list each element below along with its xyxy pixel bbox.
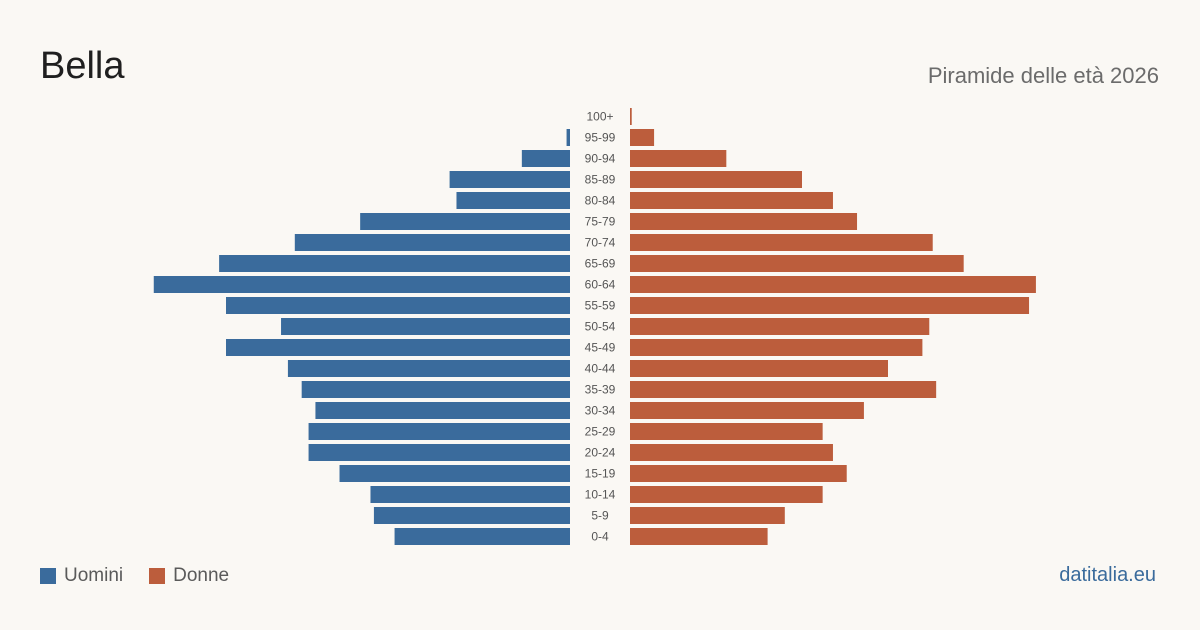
bar-women-45-49 (630, 339, 923, 356)
bar-men-55-59 (226, 297, 570, 314)
bar-women-65-69 (630, 255, 964, 272)
bar-women-0-4 (630, 528, 768, 545)
bar-women-25-29 (630, 423, 823, 440)
age-label-85-89: 85-89 (585, 173, 616, 187)
bar-men-40-44 (287, 360, 570, 377)
legend-label-men: Uomini (64, 565, 124, 586)
bar-men-25-29 (308, 423, 570, 440)
age-label-45-49: 45-49 (585, 341, 616, 355)
bar-women-85-89 (630, 171, 802, 188)
bar-men-15-19 (339, 465, 570, 482)
brand-link[interactable]: datitalia.eu (1059, 564, 1156, 586)
bar-women-75-79 (630, 213, 858, 230)
age-label-5-9: 5-9 (591, 509, 609, 523)
bar-men-85-89 (449, 171, 570, 188)
bar-men-95-99 (566, 129, 570, 146)
legend-item-women: Donne (149, 565, 229, 587)
bar-women-35-39 (630, 381, 937, 398)
bar-men-65-69 (219, 255, 570, 272)
bar-women-80-84 (630, 192, 833, 209)
age-label-35-39: 35-39 (585, 383, 616, 397)
bar-men-90-94 (521, 150, 570, 167)
chart-title: Bella (40, 45, 125, 87)
bar-men-45-49 (226, 339, 570, 356)
bar-men-35-39 (301, 381, 570, 398)
age-label-25-29: 25-29 (585, 425, 616, 439)
bar-women-70-74 (630, 234, 933, 251)
bar-women-60-64 (630, 276, 1036, 293)
legend: Uomini Donne (40, 565, 255, 587)
bar-men-5-9 (373, 507, 570, 524)
bar-men-70-74 (294, 234, 570, 251)
bar-women-10-14 (630, 486, 823, 503)
bar-women-5-9 (630, 507, 785, 524)
age-label-80-84: 80-84 (585, 194, 616, 208)
bar-women-40-44 (630, 360, 888, 377)
bar-men-20-24 (308, 444, 570, 461)
age-label-90-94: 90-94 (585, 152, 616, 166)
age-label-75-79: 75-79 (585, 215, 616, 229)
age-label-50-54: 50-54 (585, 320, 616, 334)
age-label-65-69: 65-69 (585, 257, 616, 271)
age-label-100+: 100+ (586, 110, 613, 124)
bar-men-50-54 (281, 318, 570, 335)
bar-women-20-24 (630, 444, 833, 461)
bar-men-30-34 (315, 402, 570, 419)
legend-swatch-men (40, 568, 56, 584)
bar-women-15-19 (630, 465, 847, 482)
age-label-70-74: 70-74 (585, 236, 616, 250)
age-label-55-59: 55-59 (585, 299, 616, 313)
chart-subtitle: Piramide delle età 2026 (927, 63, 1159, 88)
age-label-15-19: 15-19 (585, 467, 616, 481)
age-label-40-44: 40-44 (585, 362, 616, 376)
legend-item-men: Uomini (40, 565, 123, 587)
age-label-30-34: 30-34 (585, 404, 616, 418)
bar-women-90-94 (630, 150, 727, 167)
bar-men-60-64 (153, 276, 570, 293)
legend-swatch-women (149, 568, 166, 584)
bar-women-30-34 (630, 402, 864, 419)
age-label-60-64: 60-64 (585, 278, 616, 292)
bar-women-50-54 (630, 318, 930, 335)
age-label-0-4: 0-4 (591, 530, 609, 544)
bar-men-0-4 (394, 528, 570, 545)
bar-men-80-84 (456, 192, 570, 209)
bar-men-75-79 (360, 213, 570, 230)
age-label-20-24: 20-24 (585, 446, 616, 460)
bar-women-95-99 (630, 129, 655, 146)
bar-women-55-59 (630, 297, 1030, 314)
age-label-10-14: 10-14 (585, 488, 616, 502)
legend-label-women: Donne (173, 565, 230, 586)
age-label-95-99: 95-99 (585, 131, 616, 145)
bar-men-10-14 (370, 486, 570, 503)
bar-women-100+ (630, 108, 632, 125)
